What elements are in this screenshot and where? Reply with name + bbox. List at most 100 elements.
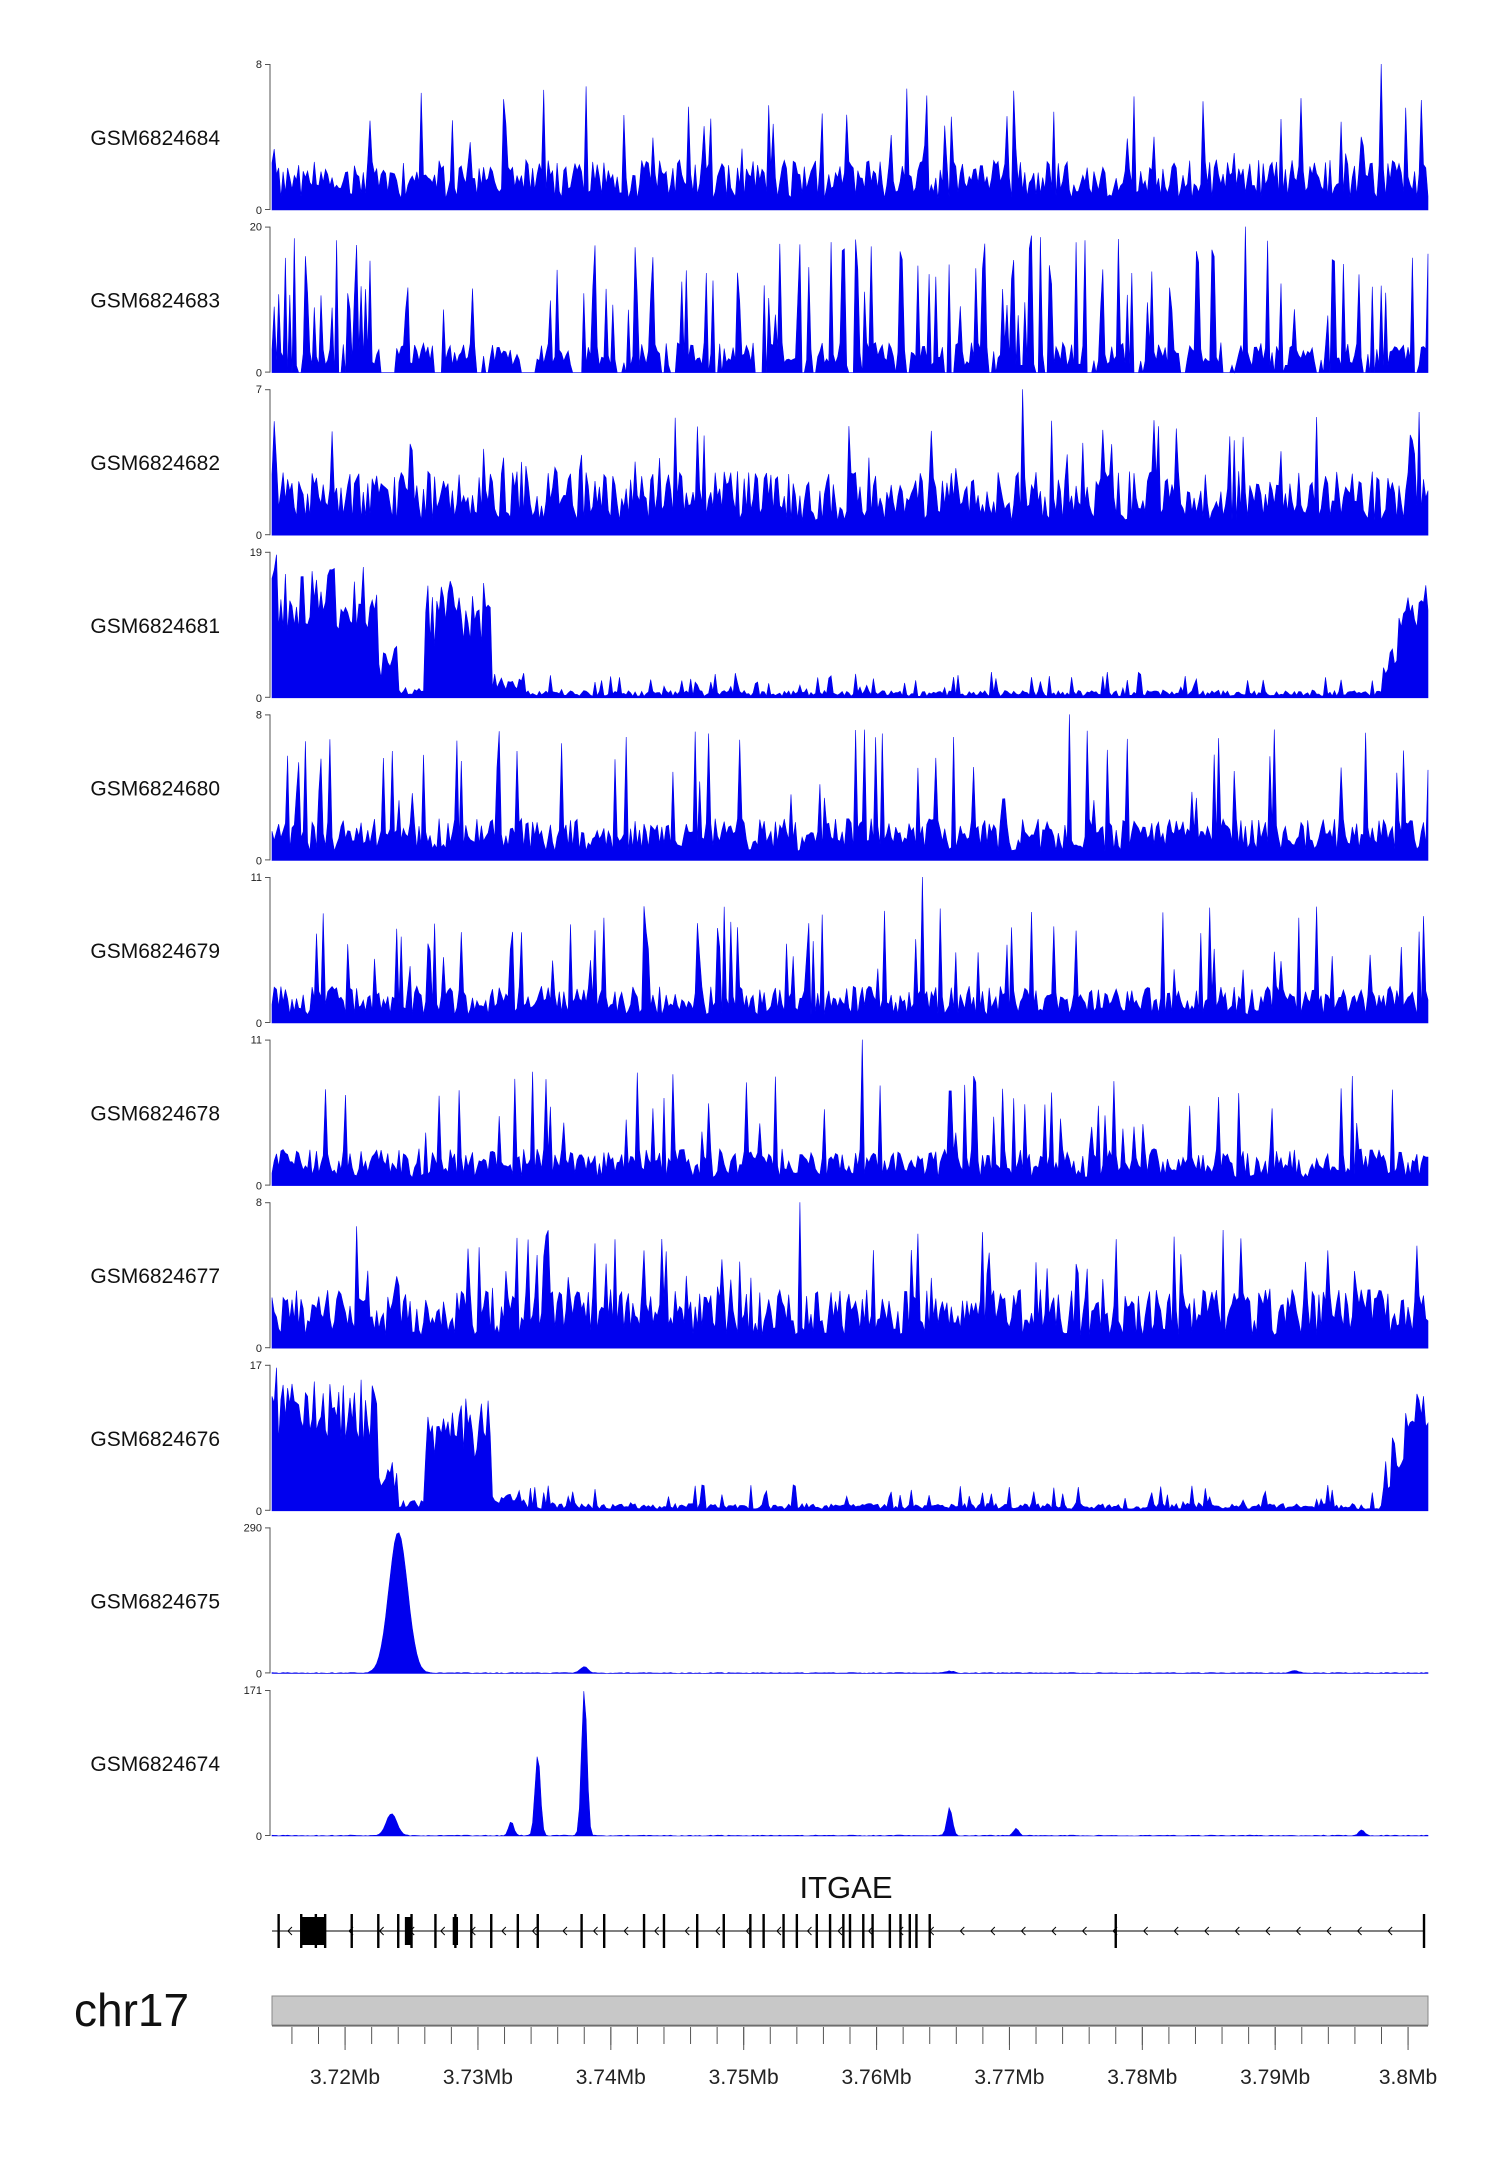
track-GSM6824674: GSM6824674 171 0 [90, 1685, 1429, 1843]
strand-chevron [1142, 1926, 1149, 1936]
strand-chevron [1020, 1926, 1026, 1936]
gene-exon [815, 1914, 818, 1948]
strand-chevron [837, 1926, 843, 1936]
gene-exon [434, 1914, 437, 1948]
track-GSM6824684: GSM6824684 8 0 [90, 59, 1429, 217]
strand-chevron [653, 1926, 660, 1936]
gene-annotation-track: ITGAE [272, 1870, 1426, 1948]
axis-tick-label: 3.72Mb [310, 2066, 380, 2089]
coverage-area [271, 63, 1429, 211]
gene-exon [516, 1914, 520, 1948]
track-GSM6824679: GSM6824679 11 0 [90, 872, 1429, 1030]
gene-exon [642, 1914, 646, 1948]
gene-exon [1422, 1914, 1426, 1948]
y-axis-max-label: 11 [251, 872, 262, 884]
strand-chevron [1265, 1926, 1271, 1936]
gene-exon [580, 1914, 583, 1948]
gene-name-label: ITGAE [799, 1870, 892, 1905]
strand-chevron [592, 1926, 598, 1936]
coverage-area [271, 1202, 1429, 1349]
gene-exon [470, 1914, 473, 1948]
axis-tick-label: 3.79Mb [1240, 2066, 1310, 2089]
gene-exon [899, 1914, 902, 1948]
track-label: GSM6824678 [90, 1103, 220, 1126]
y-axis-min-label: 0 [256, 368, 262, 380]
gene-exon [795, 1914, 799, 1948]
strand-chevron [898, 1926, 904, 1936]
gene-exon [1114, 1914, 1117, 1948]
gene-exon [928, 1914, 931, 1948]
coverage-area [271, 226, 1429, 374]
strand-chevron [1326, 1926, 1332, 1936]
y-axis-min-label: 0 [256, 1831, 262, 1843]
y-axis-min-label: 0 [256, 855, 262, 867]
gene-exon [277, 1914, 280, 1948]
axis-tick-label: 3.8Mb [1379, 2066, 1437, 2089]
track-label: GSM6824674 [90, 1753, 220, 1776]
coverage-area [271, 554, 1429, 699]
gene-exon [602, 1914, 606, 1948]
coverage-area [271, 876, 1429, 1024]
gene-exon [695, 1914, 699, 1948]
strand-chevron [959, 1926, 965, 1936]
y-axis-min-label: 0 [256, 1181, 262, 1193]
strand-chevron [1173, 1926, 1179, 1936]
track-label: GSM6824681 [90, 615, 220, 638]
y-axis-max-label: 8 [256, 59, 262, 71]
gene-exon [350, 1914, 353, 1948]
y-axis-max-label: 8 [256, 1197, 262, 1209]
strand-chevron [1234, 1926, 1240, 1936]
track-GSM6824683: GSM6824683 20 0 [90, 222, 1429, 380]
chromosome-ideogram-bar [271, 1995, 1429, 2026]
axis-tick-label: 3.74Mb [576, 2066, 646, 2089]
gene-exon-block [301, 1917, 326, 1945]
y-axis-min-label: 0 [256, 1018, 262, 1030]
strand-chevron [287, 1926, 293, 1936]
track-label: GSM6824682 [90, 452, 220, 475]
coverage-area [271, 1691, 1429, 1837]
coverage-area [271, 389, 1429, 536]
coverage-area [271, 1039, 1429, 1186]
gene-exon [749, 1914, 752, 1948]
axis-tick-label: 3.75Mb [709, 2066, 779, 2089]
y-axis-max-label: 171 [244, 1685, 262, 1697]
gene-exon [722, 1914, 725, 1948]
y-axis-max-label: 19 [250, 547, 262, 559]
axis-tick-label: 3.73Mb [443, 2066, 513, 2089]
gene-exon [915, 1914, 918, 1948]
strand-chevron [1387, 1926, 1393, 1936]
coverage-tracks: GSM682468480GSM6824683200GSM682468270GSM… [90, 59, 1429, 1843]
gene-exon [762, 1914, 765, 1948]
strand-chevron [623, 1926, 629, 1936]
track-GSM6824676: GSM6824676 17 0 [90, 1360, 1429, 1518]
track-label: GSM6824677 [90, 1265, 220, 1288]
y-axis-max-label: 20 [250, 222, 262, 234]
gene-exon [848, 1914, 852, 1948]
y-axis-max-label: 8 [256, 709, 262, 721]
track-label: GSM6824684 [90, 127, 220, 150]
strand-chevron [562, 1926, 568, 1936]
strand-chevron [715, 1926, 721, 1936]
axis-tick-label: 3.78Mb [1107, 2066, 1177, 2089]
y-axis-min-label: 0 [256, 205, 262, 217]
gene-exon [662, 1914, 666, 1948]
gene-exon [862, 1914, 865, 1948]
y-axis-min-label: 0 [256, 1506, 262, 1518]
track-GSM6824681: GSM6824681 19 0 [90, 547, 1429, 705]
gene-exon [871, 1914, 874, 1948]
strand-chevron [806, 1926, 812, 1936]
track-GSM6824678: GSM6824678 11 0 [90, 1035, 1429, 1193]
strand-chevron [867, 1926, 873, 1936]
genome-axis-track: chr17 3.72Mb 3.73Mb 3.74Mb 3.75Mb 3.76Mb 3.77… [74, 1984, 1437, 2089]
track-GSM6824677: GSM6824677 8 0 [90, 1197, 1429, 1355]
axis-tick-label: 3.76Mb [842, 2066, 912, 2089]
strand-chevron [1295, 1926, 1301, 1936]
track-GSM6824675: GSM6824675 290 0 [90, 1522, 1429, 1680]
gene-exon [782, 1914, 785, 1948]
gene-exon [377, 1914, 380, 1948]
y-axis-max-label: 17 [250, 1360, 262, 1372]
gene-exon [490, 1914, 493, 1948]
track-label: GSM6824676 [90, 1428, 220, 1451]
coverage-area [271, 714, 1429, 861]
